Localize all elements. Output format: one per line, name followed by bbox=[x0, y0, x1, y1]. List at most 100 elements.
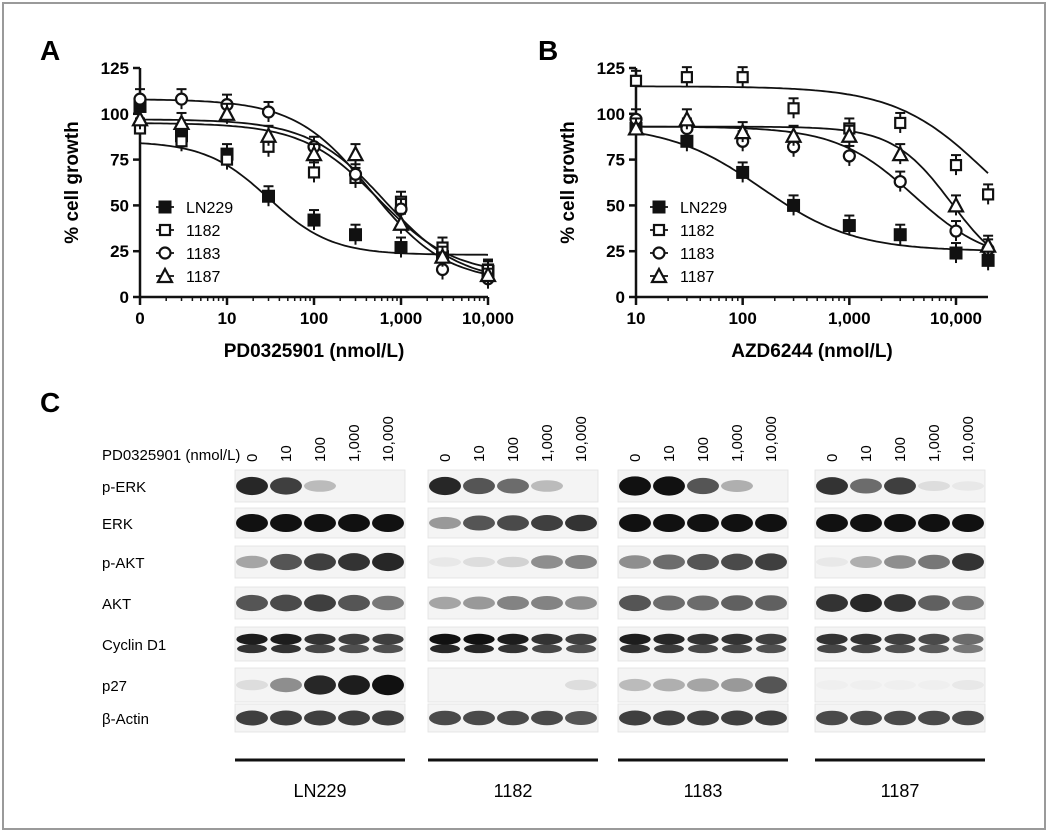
blot-strip bbox=[427, 667, 599, 703]
band bbox=[236, 633, 268, 645]
band bbox=[721, 553, 753, 571]
band bbox=[236, 710, 268, 726]
protein-label: p-ERK bbox=[102, 479, 146, 496]
y-axis-title: % cell growth bbox=[558, 121, 579, 243]
band bbox=[884, 710, 916, 726]
fit-curve-1183 bbox=[139, 98, 489, 276]
y-tick-label: 100 bbox=[597, 105, 625, 124]
western-blot: PD0325901 (nmol/L) 0 10 100 1,000 10,000 0 10 10… bbox=[102, 416, 986, 801]
x-axis-title: PD0325901 (nmol/L) bbox=[224, 341, 405, 362]
panel-letter-a: A bbox=[40, 35, 60, 66]
band bbox=[463, 557, 495, 567]
band bbox=[619, 633, 651, 645]
band bbox=[497, 633, 529, 645]
band bbox=[755, 514, 787, 532]
band bbox=[722, 644, 752, 654]
band bbox=[236, 514, 268, 532]
band bbox=[885, 644, 915, 654]
band bbox=[755, 595, 787, 611]
band bbox=[531, 710, 563, 726]
data-point-1183 bbox=[261, 105, 276, 119]
band bbox=[918, 595, 950, 611]
band bbox=[721, 595, 753, 611]
band bbox=[850, 478, 882, 494]
protein-label: p27 bbox=[102, 678, 127, 695]
band bbox=[497, 478, 529, 494]
dose-label: 0 bbox=[627, 454, 644, 462]
band bbox=[687, 678, 719, 692]
band bbox=[338, 633, 370, 645]
y-axis-title: % cell growth bbox=[62, 121, 83, 243]
y-tick-label: 75 bbox=[606, 151, 625, 170]
band bbox=[532, 644, 562, 654]
band bbox=[653, 514, 685, 532]
dose-label: 10 bbox=[278, 445, 295, 462]
data-point-1187 bbox=[733, 122, 752, 140]
band bbox=[236, 476, 268, 496]
data-point-LN229 bbox=[949, 246, 963, 260]
chart-b: 0 25 50 75 100 125 10 100 1,000 10,000 AZD6244 (nm… bbox=[558, 59, 997, 362]
band bbox=[565, 596, 597, 610]
dose-label: 0 bbox=[244, 454, 261, 462]
band bbox=[270, 594, 302, 612]
band bbox=[531, 555, 563, 569]
dose-label: 1,000 bbox=[926, 424, 943, 462]
data-point-1183 bbox=[949, 224, 963, 238]
band bbox=[687, 633, 719, 645]
band bbox=[919, 644, 949, 654]
y-tick-label: 75 bbox=[110, 151, 129, 170]
legend-label-1182: 1182 bbox=[680, 223, 715, 240]
band bbox=[755, 553, 787, 571]
blot-strip bbox=[814, 667, 986, 703]
band bbox=[952, 679, 984, 691]
protein-label: ERK bbox=[102, 516, 133, 533]
x-tick-label: 10,000 bbox=[930, 309, 982, 328]
band bbox=[884, 477, 916, 495]
y-tick-label: 50 bbox=[110, 196, 129, 215]
band bbox=[464, 644, 494, 654]
band bbox=[952, 633, 984, 645]
band bbox=[756, 644, 786, 654]
band bbox=[619, 594, 651, 612]
band bbox=[721, 710, 753, 726]
band bbox=[850, 710, 882, 726]
band bbox=[653, 633, 685, 645]
x-tick-label: 1,000 bbox=[828, 309, 871, 328]
band bbox=[270, 633, 302, 645]
x-tick-label: 10 bbox=[218, 309, 237, 328]
dose-label: 0 bbox=[437, 454, 454, 462]
band bbox=[816, 514, 848, 532]
band bbox=[952, 514, 984, 532]
data-point-1187 bbox=[218, 104, 236, 121]
band bbox=[463, 596, 495, 610]
data-point-1187 bbox=[840, 126, 859, 143]
data-point-1183 bbox=[133, 92, 147, 106]
cell-line-label: LN229 bbox=[293, 781, 346, 801]
band bbox=[236, 555, 268, 569]
band bbox=[566, 644, 596, 654]
y-tick-label: 0 bbox=[616, 288, 625, 307]
data-point-1187 bbox=[172, 113, 191, 131]
x-axis-title: AZD6244 (nmol/L) bbox=[731, 341, 893, 362]
band bbox=[463, 710, 495, 726]
band bbox=[497, 515, 529, 531]
x-tick-label: 100 bbox=[300, 309, 328, 328]
band bbox=[429, 557, 461, 567]
band bbox=[850, 514, 882, 532]
legend-marker-1183 bbox=[158, 246, 172, 260]
dose-label: 100 bbox=[892, 437, 909, 462]
chart-a: 0 25 50 75 100 125 0 10 100 1,000 10,000 PD0325901 … bbox=[62, 59, 514, 362]
x-tick-label: 0 bbox=[135, 309, 144, 328]
data-point-1183 bbox=[174, 92, 189, 106]
band bbox=[721, 514, 753, 532]
data-point-1187 bbox=[784, 126, 803, 143]
band bbox=[304, 480, 336, 492]
data-point-LN229 bbox=[262, 189, 276, 203]
band bbox=[816, 680, 848, 690]
x-tick-label: 1,000 bbox=[380, 309, 423, 328]
band bbox=[304, 594, 336, 612]
band bbox=[565, 633, 597, 645]
data-point-1182 bbox=[220, 153, 234, 166]
data-point-1182 bbox=[982, 188, 995, 201]
legend-marker-1182 bbox=[652, 223, 666, 237]
